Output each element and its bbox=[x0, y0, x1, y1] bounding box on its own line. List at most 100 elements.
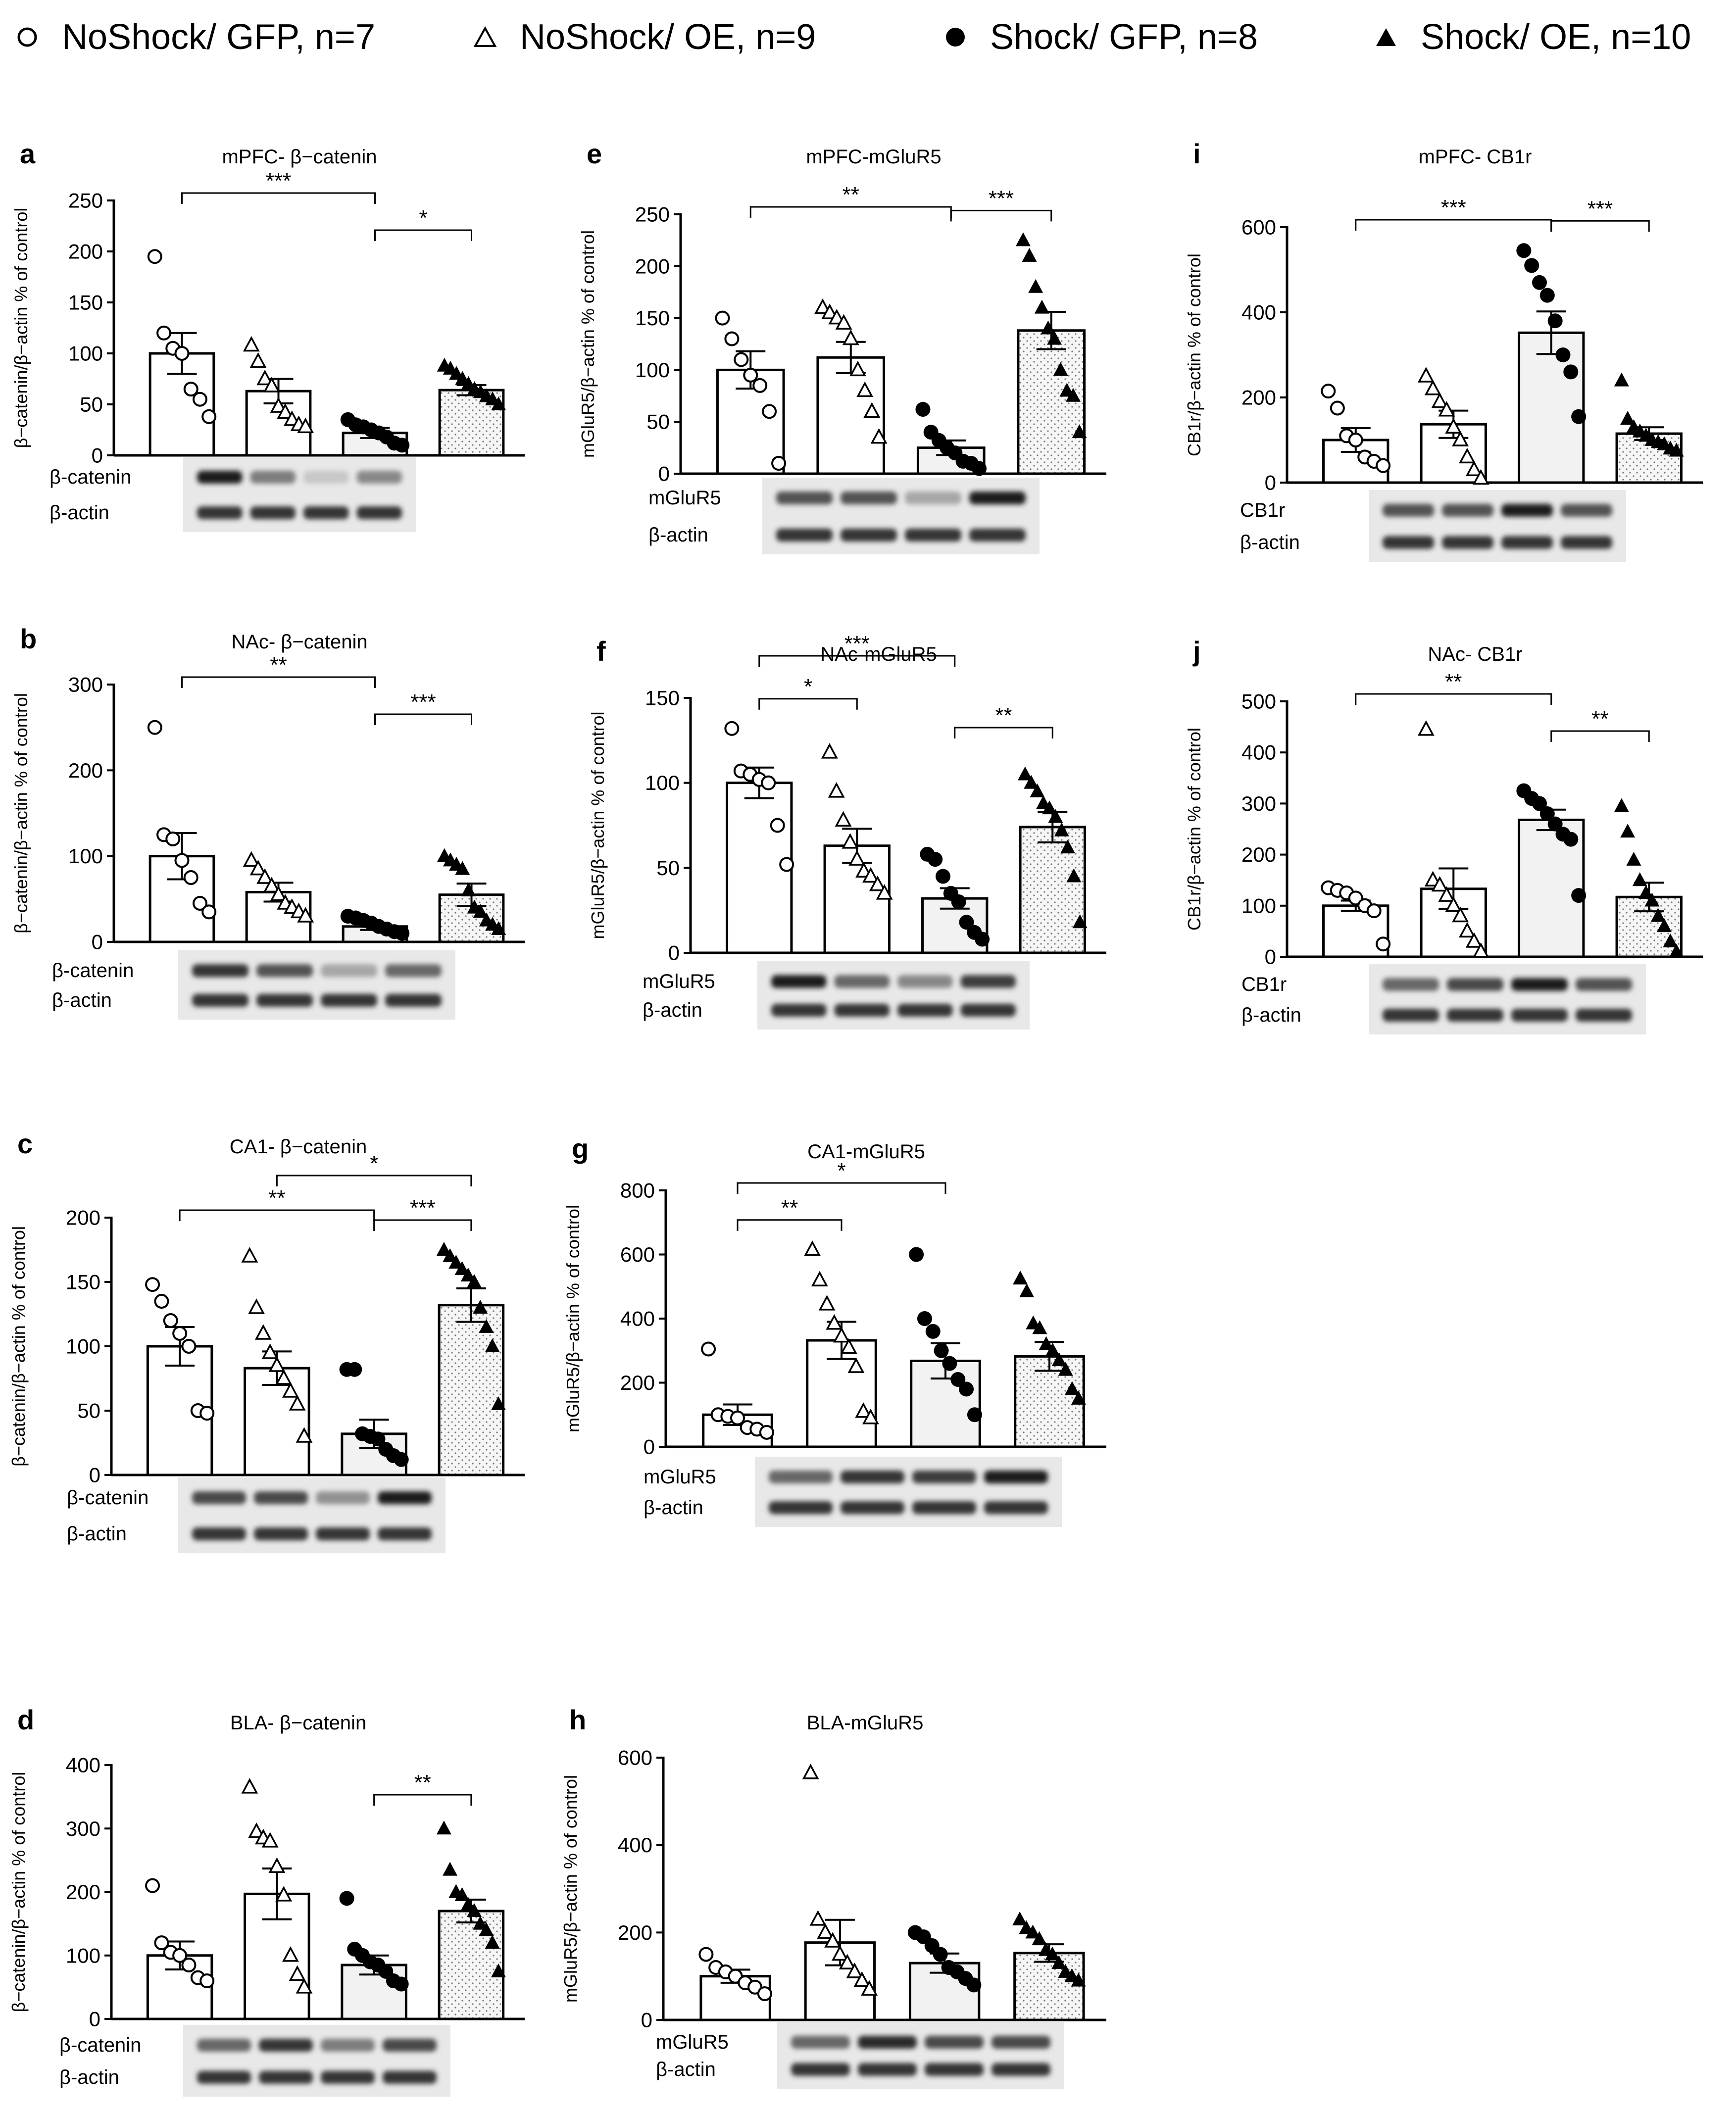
data-point bbox=[174, 346, 190, 361]
data-point bbox=[972, 461, 987, 476]
data-point bbox=[817, 1923, 834, 1939]
blot-band bbox=[254, 1527, 308, 1540]
data-point bbox=[1524, 258, 1539, 273]
data-point bbox=[1445, 418, 1462, 434]
data-point bbox=[183, 870, 198, 885]
open-triangle-icon bbox=[473, 26, 497, 47]
blot-band bbox=[192, 1491, 246, 1504]
legend-label: NoShock/ OE, n=9 bbox=[520, 17, 816, 57]
data-point bbox=[1632, 872, 1647, 886]
data-point bbox=[395, 438, 410, 453]
data-point bbox=[842, 329, 859, 345]
data-point bbox=[249, 352, 267, 368]
blot-band bbox=[897, 975, 953, 988]
data-point bbox=[863, 402, 881, 418]
data-point bbox=[1431, 876, 1448, 892]
data-point bbox=[1024, 775, 1039, 789]
significance-label: ** bbox=[843, 183, 859, 207]
data-point bbox=[199, 1973, 215, 1989]
data-point bbox=[277, 403, 294, 419]
data-point bbox=[846, 1963, 863, 1978]
blot-image bbox=[183, 2025, 450, 2097]
data-point bbox=[201, 904, 217, 920]
data-point bbox=[1030, 783, 1045, 797]
blot-band bbox=[992, 2036, 1050, 2049]
data-point bbox=[249, 859, 267, 876]
y-tick-label: 300 bbox=[68, 673, 103, 696]
data-point bbox=[461, 883, 476, 896]
chart-title: mPFC- β−catenin bbox=[222, 146, 377, 168]
data-point bbox=[779, 857, 794, 872]
blot-image bbox=[757, 961, 1030, 1030]
y-tick-label: 400 bbox=[620, 1307, 655, 1330]
data-point bbox=[1644, 892, 1660, 907]
y-tick-label: 100 bbox=[68, 844, 103, 868]
blot-band bbox=[192, 994, 248, 1007]
data-point bbox=[289, 1965, 306, 1981]
bar bbox=[438, 1910, 505, 2020]
data-point bbox=[959, 915, 974, 930]
data-point bbox=[724, 331, 740, 346]
blot-band bbox=[1447, 978, 1503, 991]
legend-item-shock-gfp: Shock/ GFP, n=8 bbox=[941, 10, 1258, 64]
data-point bbox=[928, 852, 943, 867]
data-point bbox=[770, 818, 785, 833]
blot-band bbox=[321, 994, 377, 1007]
data-point bbox=[1032, 1320, 1047, 1334]
chart-panel-a: a mPFC- β−catenin β−catenin/β−actin % of c… bbox=[11, 138, 525, 532]
panel-label: c bbox=[17, 1128, 33, 1159]
significance-bracket bbox=[374, 713, 472, 725]
data-point bbox=[821, 743, 838, 759]
blot-band bbox=[197, 2039, 251, 2052]
data-point bbox=[491, 1963, 506, 1977]
blot-band bbox=[984, 1501, 1048, 1514]
data-point bbox=[174, 853, 190, 868]
significance-label: * bbox=[804, 675, 812, 699]
blot-band bbox=[259, 2071, 313, 2084]
y-axis-label: mGluR5/β−actin % of control bbox=[563, 1205, 583, 1432]
data-point bbox=[1017, 766, 1033, 781]
data-point bbox=[172, 1948, 188, 1963]
blot-band bbox=[791, 2036, 850, 2049]
blot-label: β-actin bbox=[648, 524, 708, 546]
data-point bbox=[370, 1431, 386, 1447]
blot-image bbox=[183, 457, 416, 532]
data-point bbox=[1650, 908, 1666, 922]
y-tick-label: 800 bbox=[620, 1179, 655, 1202]
blot-band bbox=[912, 1501, 976, 1514]
blot-label: mGluR5 bbox=[643, 971, 715, 992]
legend-label: Shock/ OE, n=10 bbox=[1421, 17, 1691, 57]
legend: NoShock/ GFP, n=7 NoShock/ OE, n=9 Shock… bbox=[0, 0, 1736, 74]
y-tick-label: 150 bbox=[635, 306, 670, 330]
data-point bbox=[297, 907, 314, 923]
data-point bbox=[491, 1396, 506, 1410]
chart-panel-i: i mPFC- CB1r CB1r/β−actin % of control 0 200… bbox=[1184, 138, 1703, 562]
blot-band bbox=[834, 1004, 890, 1017]
data-point bbox=[1330, 400, 1345, 416]
data-point bbox=[1072, 914, 1088, 929]
data-point bbox=[1417, 720, 1435, 736]
blot-band bbox=[969, 529, 1026, 541]
data-point bbox=[473, 1916, 488, 1930]
chart-panel-d: d BLA- β−catenin β−catenin/β−actin % of co… bbox=[8, 1704, 525, 2097]
blot-label: β-catenin bbox=[67, 1487, 149, 1509]
data-point bbox=[163, 1313, 178, 1328]
data-point bbox=[270, 397, 287, 413]
blot-band bbox=[250, 506, 296, 519]
data-point bbox=[917, 1311, 932, 1326]
data-point bbox=[876, 884, 893, 900]
y-tick-label: 0 bbox=[644, 1435, 655, 1459]
y-tick-label: 100 bbox=[635, 358, 670, 382]
significance-label: *** bbox=[410, 690, 436, 714]
data-point bbox=[243, 336, 260, 352]
data-point bbox=[181, 1957, 197, 1972]
data-point bbox=[870, 428, 888, 444]
significance-label: ** bbox=[268, 1186, 285, 1210]
blot-band bbox=[321, 964, 377, 977]
data-point bbox=[869, 875, 886, 891]
y-axis-label: CB1r/β−actin % of control bbox=[1184, 728, 1204, 931]
data-point bbox=[1054, 822, 1069, 836]
data-point bbox=[1547, 816, 1563, 832]
data-point bbox=[1376, 936, 1391, 952]
data-point bbox=[1571, 888, 1587, 903]
